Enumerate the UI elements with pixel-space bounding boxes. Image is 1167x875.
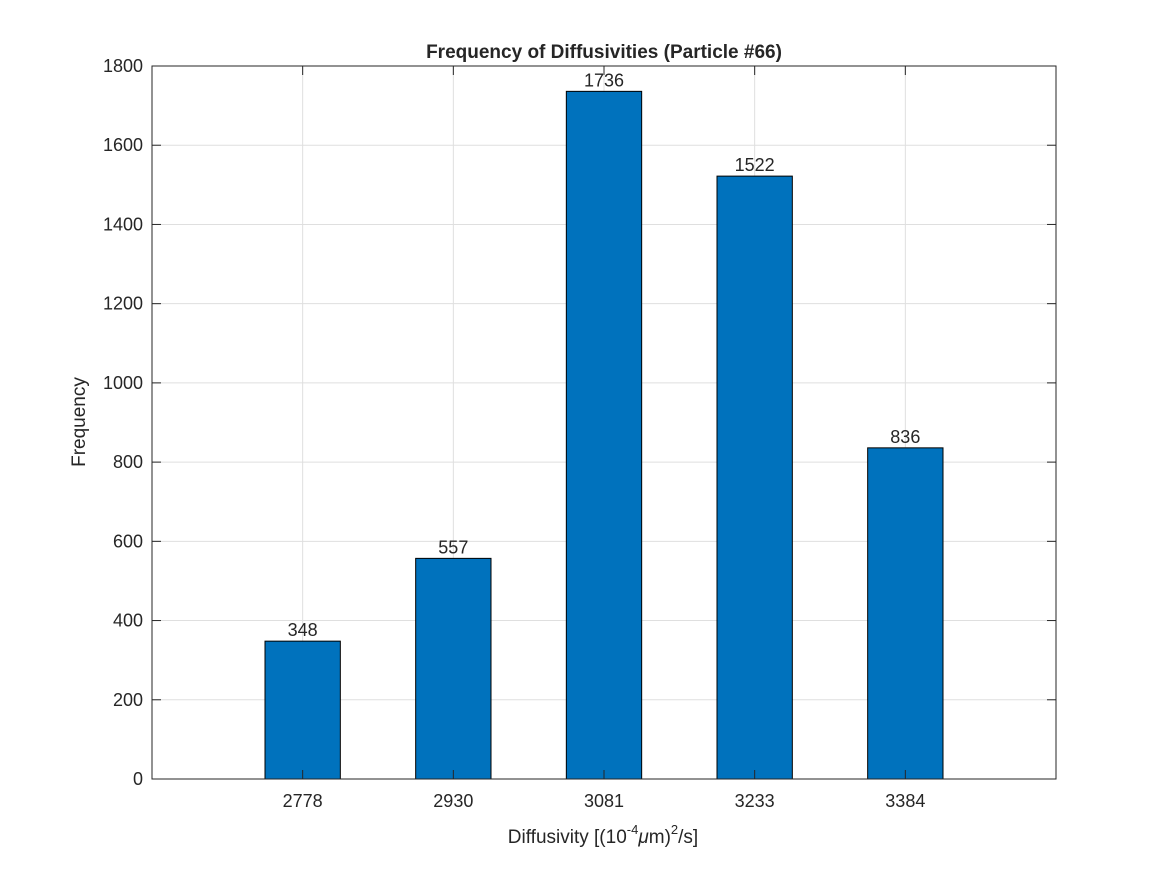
bar-3233: [716, 175, 793, 780]
y-tick-label: 1600: [103, 135, 143, 155]
y-tick-label: 600: [113, 531, 143, 551]
y-tick-labels: 0 200 400 600 800 1000 1200 1400 1600 1800: [103, 56, 143, 789]
x-axis-label-mu: μ: [637, 827, 649, 848]
y-tick-label: 0: [133, 769, 143, 789]
y-tick-label: 1000: [103, 373, 143, 393]
x-axis-label-power: 2: [671, 822, 678, 837]
y-tick-label: 1800: [103, 56, 143, 76]
bars: [264, 90, 944, 780]
y-tick-label: 200: [113, 690, 143, 710]
y-axis-label: Frequency: [69, 377, 90, 467]
y-tick-label: 400: [113, 611, 143, 631]
x-tick-label-2930: 2930: [433, 791, 473, 811]
bar-3384: [867, 447, 944, 780]
x-tick-label-3233: 3233: [735, 791, 775, 811]
y-tick-label: 1200: [103, 294, 143, 314]
y-tick-label: 800: [113, 452, 143, 472]
data-label-3081: 1736: [584, 70, 624, 90]
data-label-3384: 836: [890, 427, 920, 447]
data-label-3233: 1522: [735, 155, 775, 175]
data-label-2930: 557: [438, 537, 468, 557]
bar-3081: [565, 90, 643, 780]
data-labels: 348 557 1736 1522 836: [288, 70, 921, 640]
bar-2930: [415, 557, 492, 780]
y-tick-label: 1400: [103, 214, 143, 234]
x-axis-label-suffix: /s]: [678, 827, 698, 848]
bar-2778: [264, 640, 341, 780]
x-axis-label-exponent: -4: [627, 822, 639, 837]
x-axis-label: Diffusivity [(10-4μm)2/s]: [508, 822, 698, 848]
x-tick-label-3384: 3384: [885, 791, 925, 811]
x-tick-label-2778: 2778: [283, 791, 323, 811]
x-tick-labels: 2778 2930 3081 3233 3384: [283, 791, 926, 811]
tick-marks: [152, 65, 1056, 780]
x-axis-label-unit: m): [649, 827, 671, 848]
x-axis-label-prefix: Diffusivity [(10: [508, 827, 627, 848]
data-label-2778: 348: [288, 620, 318, 640]
x-tick-label-3081: 3081: [584, 791, 624, 811]
chart-title: Frequency of Diffusivities (Particle #66…: [426, 42, 782, 63]
